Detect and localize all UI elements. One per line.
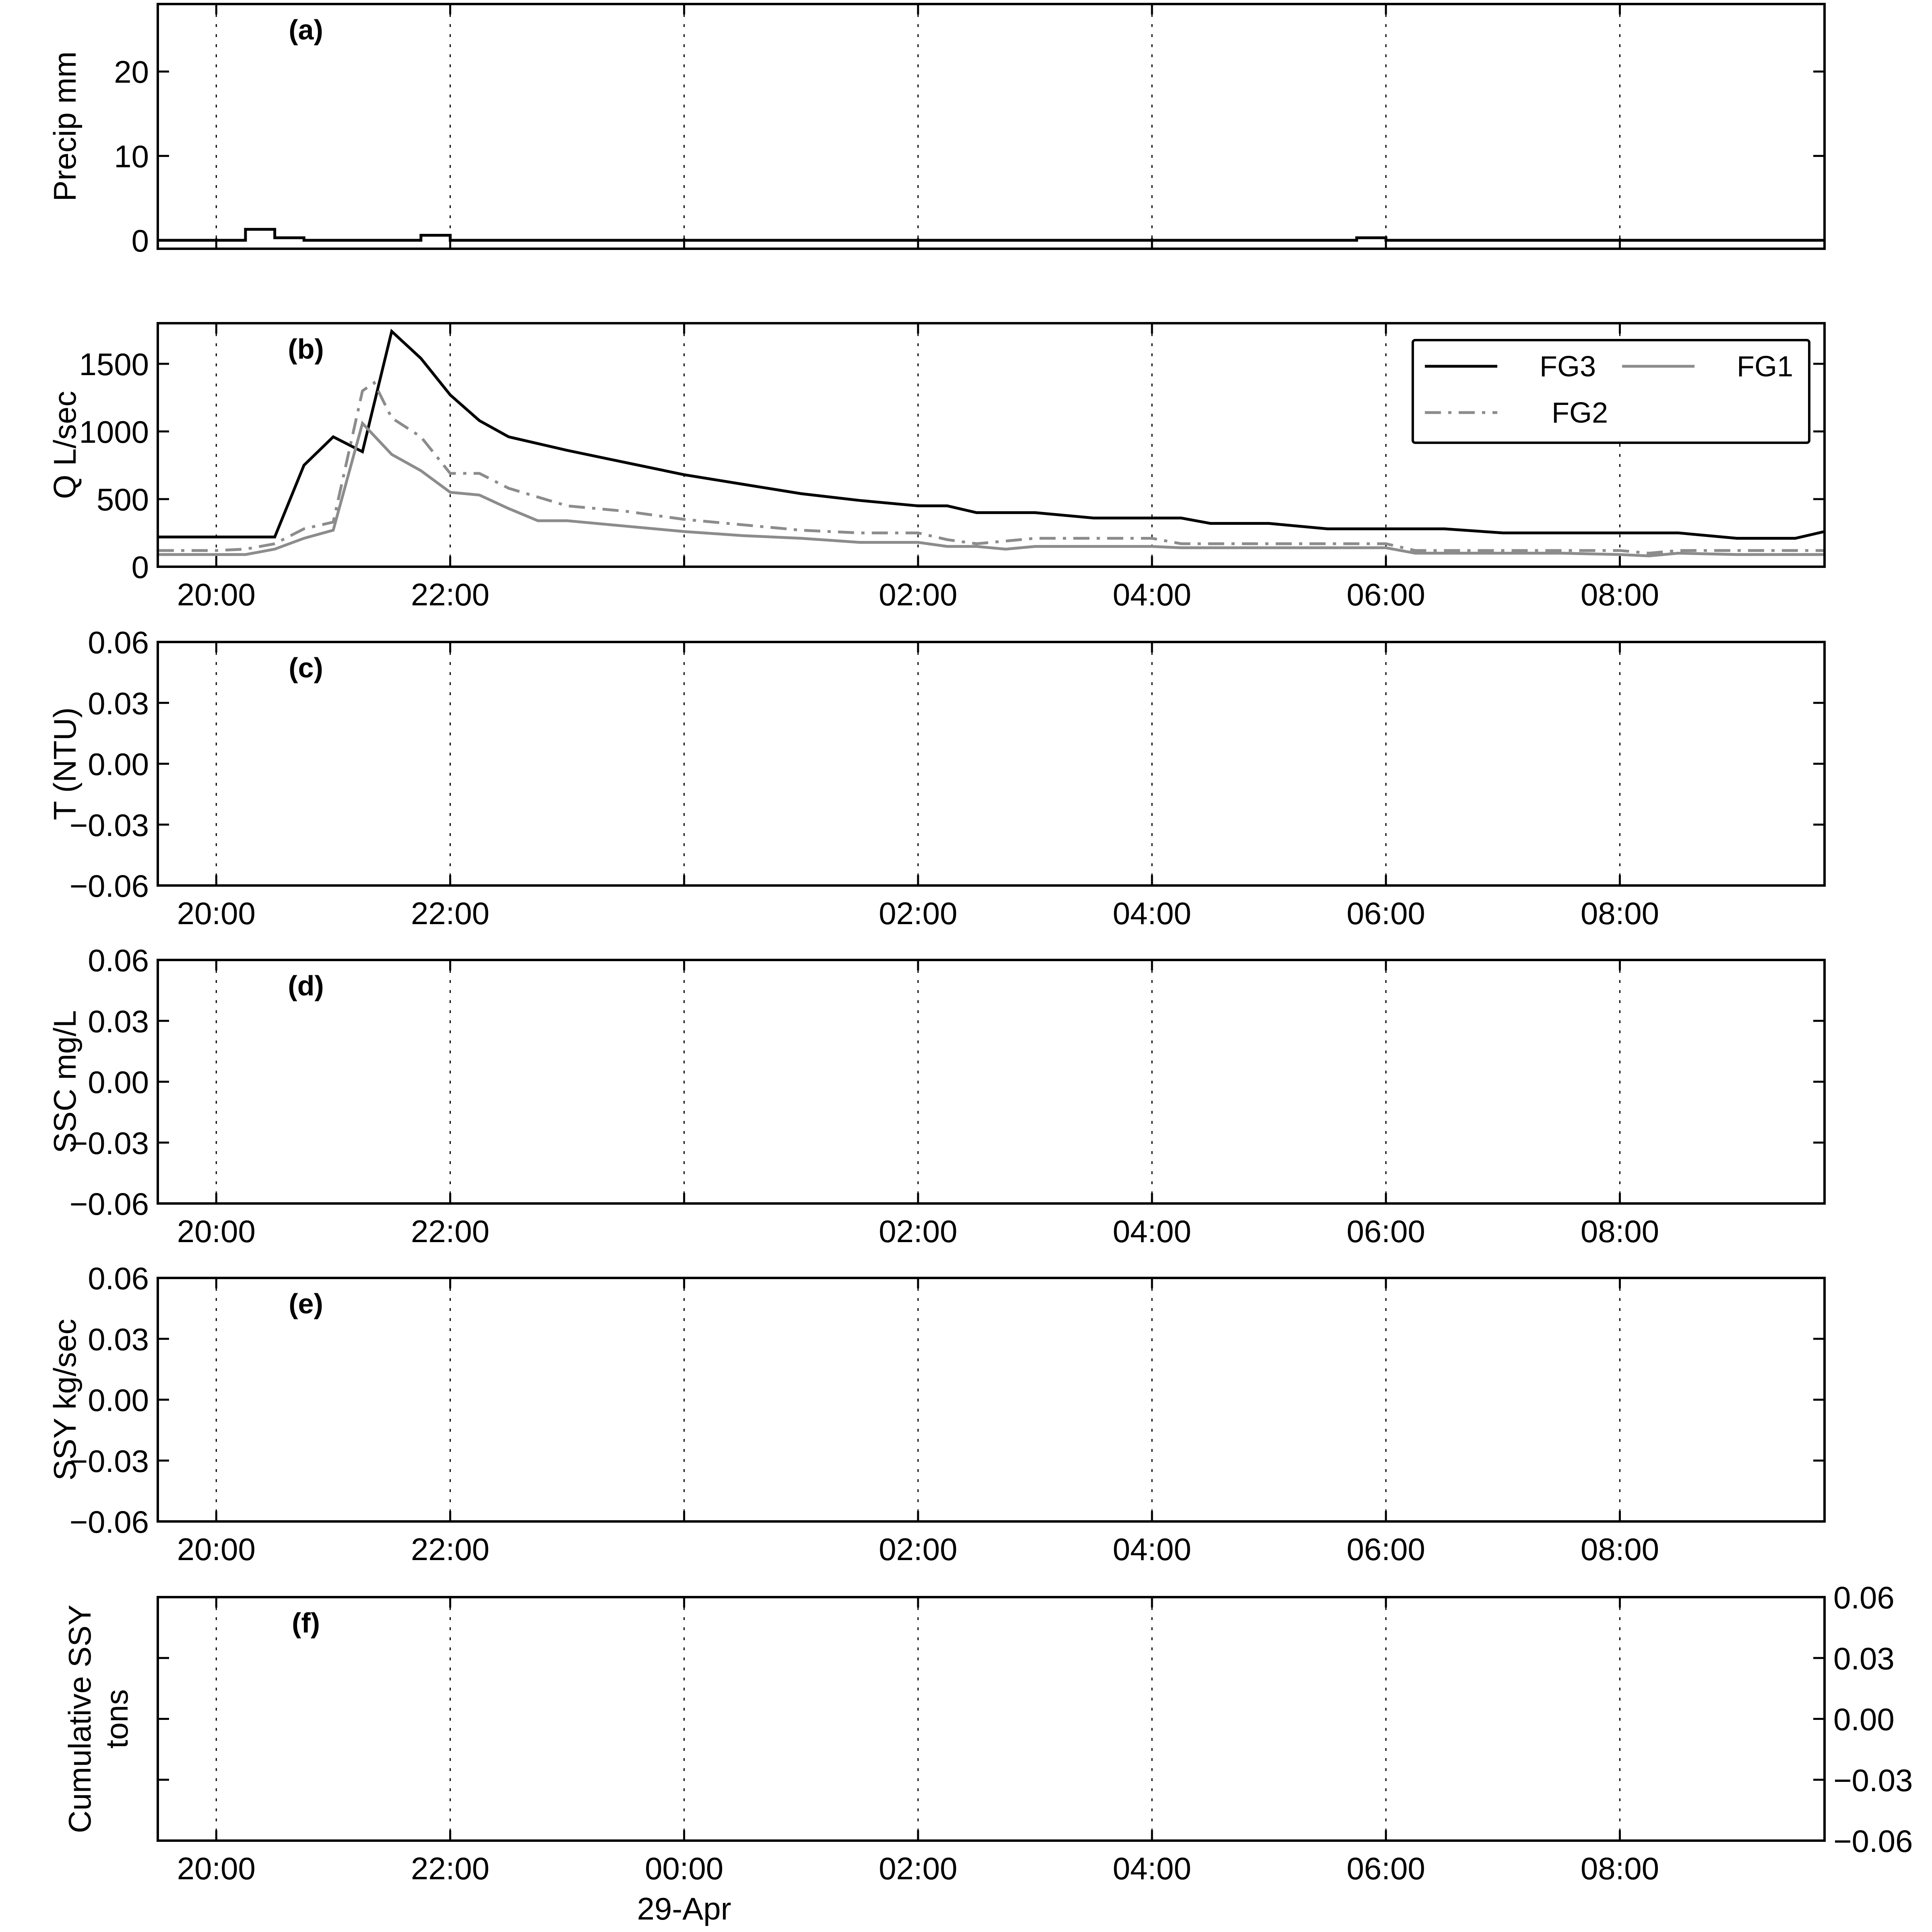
y-axis-label: Cumulative SSY xyxy=(62,1605,97,1833)
series-line-precip xyxy=(158,228,1825,242)
plot-frame xyxy=(157,641,1826,887)
x-tick-label: 04:00 xyxy=(1113,577,1191,612)
panel-letter: (e) xyxy=(289,1288,323,1319)
y-tick-label: −0.03 xyxy=(70,1125,149,1161)
x-tick-label: 22:00 xyxy=(411,896,489,931)
x-tick-label: 02:00 xyxy=(879,577,957,612)
y-tick-label: 0 xyxy=(132,223,149,258)
x-tick-label: 08:00 xyxy=(1581,577,1659,612)
legend-label: FG3 xyxy=(1540,351,1596,383)
y-tick-label: 0 xyxy=(132,549,149,585)
panel-e: −0.06 −0.03 0.00 0.03 0.06 20:00 22:00 02:00 04:… xyxy=(47,1261,1826,1567)
panel-f: −0.06 −0.03 0.00 0.03 0.06 20:00 22:00 00:00 02:… xyxy=(62,1580,1913,1926)
y-tick-label: 0.06 xyxy=(88,625,149,660)
y-axis-label: SSY kg/sec xyxy=(47,1319,83,1481)
x-tick-label: 22:00 xyxy=(411,1214,489,1249)
x-tick-label: 22:00 xyxy=(411,1532,489,1567)
x-tick-label: 04:00 xyxy=(1113,896,1191,931)
y-tick-label: 0.03 xyxy=(88,1003,149,1039)
y-tick-label: −0.06 xyxy=(70,868,149,904)
y-tick-label: 0.06 xyxy=(88,943,149,978)
y-tick-label: 20 xyxy=(114,54,149,90)
y-tick-label: 0.00 xyxy=(88,1383,149,1418)
y-tick-label: 0.00 xyxy=(1833,1702,1895,1737)
y-tick-label: 1000 xyxy=(79,414,149,450)
x-tick-label: 02:00 xyxy=(879,896,957,931)
legend: FG3 FG2 FG1 xyxy=(1412,339,1810,444)
y-axis-label: Precip mm xyxy=(47,52,83,202)
plot-frame xyxy=(157,322,1826,568)
x-tick-sublabel: 29-Apr xyxy=(637,1891,731,1926)
x-tick-label: 08:00 xyxy=(1581,1214,1659,1249)
y-tick-label: −0.06 xyxy=(70,1504,149,1540)
x-tick-label: 02:00 xyxy=(879,1532,957,1567)
y-axis-label: Q L/sec xyxy=(47,391,83,499)
series-line-fg3 xyxy=(158,328,1825,540)
series-line-fg1 xyxy=(158,420,1825,557)
legend-box xyxy=(1412,339,1810,444)
y-tick-label: −0.03 xyxy=(70,1443,149,1479)
y-axis-label: SSC mg/L xyxy=(47,1010,83,1153)
panel-letter: (a) xyxy=(289,14,323,45)
plot-frame xyxy=(157,1277,1826,1523)
x-tick-label: 20:00 xyxy=(177,1532,256,1567)
panel-letter: (f) xyxy=(292,1607,320,1639)
y-tick-label: −0.06 xyxy=(70,1186,149,1222)
y-tick-label: −0.06 xyxy=(1833,1823,1913,1859)
y-tick-label: 1500 xyxy=(79,347,149,382)
x-tick-label: 00:00 xyxy=(645,1851,723,1886)
y-axis-label: T (NTU) xyxy=(47,707,83,820)
x-tick-label: 20:00 xyxy=(177,1214,256,1249)
x-tick-label: 22:00 xyxy=(411,1851,489,1886)
y-tick-label: 0.03 xyxy=(1833,1641,1895,1676)
x-tick-label: 06:00 xyxy=(1347,1851,1425,1886)
panel-letter: (d) xyxy=(288,970,324,1001)
y-tick-label: 0.00 xyxy=(88,1065,149,1100)
plot-frame xyxy=(157,3,1826,250)
x-tick-label: 20:00 xyxy=(177,577,256,612)
y-tick-label: −0.03 xyxy=(70,807,149,843)
y-tick-label: 0.03 xyxy=(88,685,149,721)
x-tick-label: 04:00 xyxy=(1113,1532,1191,1567)
x-tick-label: 20:00 xyxy=(177,1851,256,1886)
x-tick-label: 06:00 xyxy=(1347,1532,1425,1567)
x-tick-label: 08:00 xyxy=(1581,1851,1659,1886)
x-tick-label: 02:00 xyxy=(879,1214,957,1249)
panel-letter: (b) xyxy=(288,333,324,365)
legend-label: FG2 xyxy=(1552,397,1608,429)
x-tick-label: 06:00 xyxy=(1347,1214,1425,1249)
x-tick-label: 08:00 xyxy=(1581,1532,1659,1567)
y-tick-label: 0.06 xyxy=(88,1261,149,1296)
y-tick-label: −0.03 xyxy=(1833,1763,1913,1798)
panel-b: 0 500 1000 1500 20:00 22:00 02:00 04:00 06:00 08:… xyxy=(47,322,1826,612)
x-tick-label: 02:00 xyxy=(879,1851,957,1886)
legend-label: FG1 xyxy=(1737,351,1793,383)
panel-c: −0.06 −0.03 0.00 0.03 0.06 20:00 22:00 02:00 04:… xyxy=(47,625,1826,931)
x-tick-label: 20:00 xyxy=(177,896,256,931)
panel-d: −0.06 −0.03 0.00 0.03 0.06 20:00 22:00 02:00 04:… xyxy=(47,943,1826,1249)
x-tick-label: 06:00 xyxy=(1347,896,1425,931)
y-tick-label: 10 xyxy=(114,138,149,174)
x-tick-label: 04:00 xyxy=(1113,1214,1191,1249)
y-tick-label: 0.00 xyxy=(88,747,149,782)
series-line-fg2 xyxy=(158,380,1825,555)
y-tick-label: 0.03 xyxy=(88,1321,149,1357)
x-tick-label: 06:00 xyxy=(1347,577,1425,612)
x-tick-label: 22:00 xyxy=(411,577,489,612)
x-tick-label: 08:00 xyxy=(1581,896,1659,931)
panel-a: 0 10 20 (a) Precip mm xyxy=(47,3,1826,258)
panel-letter: (c) xyxy=(289,652,323,683)
y-axis-label: tons xyxy=(99,1689,134,1748)
y-tick-label: 500 xyxy=(97,482,149,517)
y-tick-label: 0.06 xyxy=(1833,1580,1895,1615)
plot-frame xyxy=(157,959,1826,1205)
plot-frame xyxy=(157,1596,1826,1842)
x-tick-label: 04:00 xyxy=(1113,1851,1191,1886)
